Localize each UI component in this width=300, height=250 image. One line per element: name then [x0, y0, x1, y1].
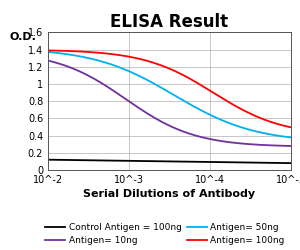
Antigen= 100ng [46, 49, 50, 52]
Title: ELISA Result: ELISA Result [110, 13, 229, 31]
Antigen= 10ng [142, 110, 146, 113]
Legend: Control Antigen = 100ng, Antigen= 10ng, Antigen= 50ng, Antigen= 100ng: Control Antigen = 100ng, Antigen= 10ng, … [45, 223, 285, 246]
Control Antigen = 100ng [75, 158, 79, 162]
Antigen= 50ng [222, 119, 225, 122]
Line: Antigen= 100ng: Antigen= 100ng [48, 50, 291, 127]
Antigen= 100ng [223, 98, 226, 101]
X-axis label: Serial Dilutions of Antibody: Serial Dilutions of Antibody [83, 189, 256, 199]
Antigen= 50ng [142, 77, 146, 80]
Antigen= 50ng [199, 109, 203, 112]
Antigen= 50ng [223, 120, 226, 123]
Antigen= 100ng [125, 55, 129, 58]
Line: Antigen= 50ng: Antigen= 50ng [48, 52, 291, 138]
Antigen= 50ng [125, 69, 129, 72]
Antigen= 100ng [142, 58, 146, 61]
Antigen= 10ng [75, 69, 79, 72]
Antigen= 50ng [46, 50, 50, 53]
Antigen= 10ng [46, 59, 50, 62]
Control Antigen = 100ng [125, 159, 129, 162]
Antigen= 10ng [199, 136, 203, 138]
Antigen= 10ng [222, 140, 225, 143]
Antigen= 100ng [222, 98, 225, 100]
Line: Antigen= 10ng: Antigen= 10ng [48, 60, 291, 146]
Control Antigen = 100ng [223, 161, 226, 164]
Antigen= 50ng [289, 136, 293, 139]
Antigen= 10ng [125, 98, 129, 102]
Line: Control Antigen = 100ng: Control Antigen = 100ng [48, 160, 291, 163]
Control Antigen = 100ng [222, 161, 225, 164]
Antigen= 100ng [199, 84, 203, 86]
Control Antigen = 100ng [46, 158, 50, 161]
Antigen= 100ng [289, 126, 293, 129]
Antigen= 100ng [75, 50, 79, 53]
Control Antigen = 100ng [199, 160, 203, 163]
Antigen= 10ng [289, 144, 293, 148]
Text: O.D.: O.D. [9, 32, 36, 42]
Antigen= 10ng [223, 140, 226, 143]
Control Antigen = 100ng [289, 162, 293, 164]
Antigen= 50ng [75, 54, 79, 57]
Control Antigen = 100ng [142, 160, 146, 162]
